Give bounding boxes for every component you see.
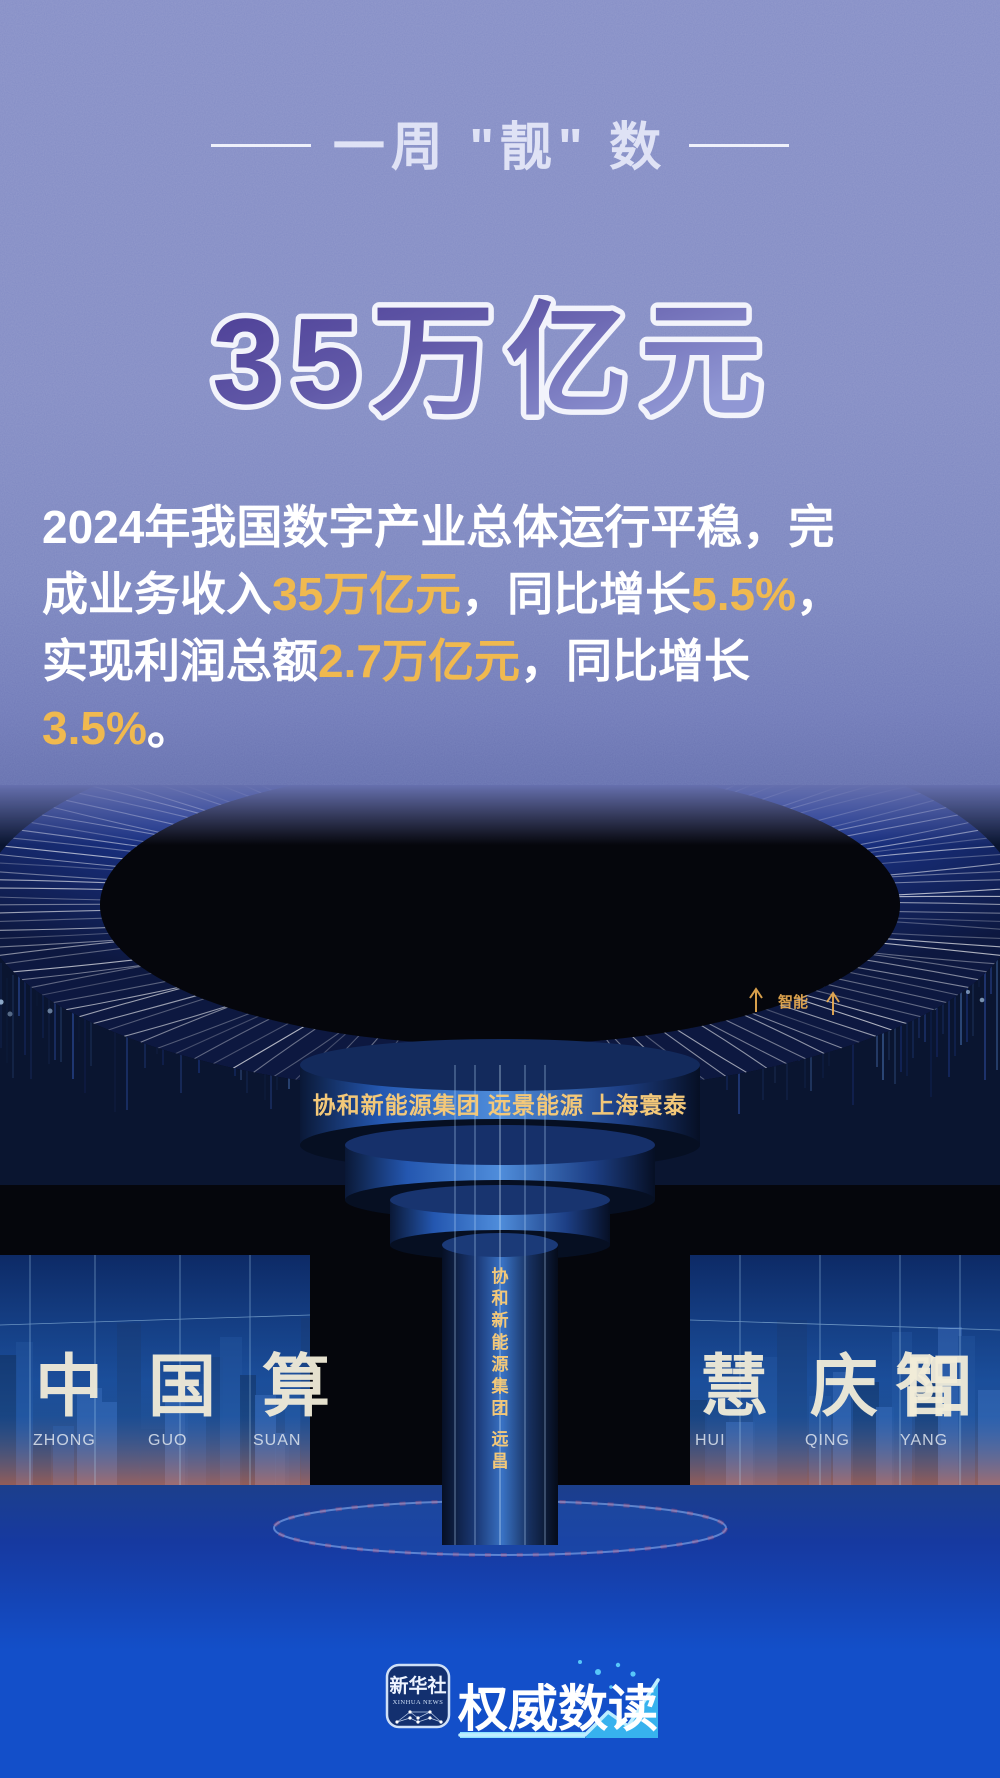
svg-text:XINHUA NEWS: XINHUA NEWS	[393, 1699, 444, 1706]
svg-text:能: 能	[492, 1332, 509, 1352]
svg-text:新华社: 新华社	[389, 1674, 446, 1697]
svg-text:远: 远	[492, 1430, 509, 1449]
svg-text:权威数读: 权威数读	[457, 1681, 658, 1737]
svg-text:源: 源	[492, 1354, 509, 1374]
svg-text:昌: 昌	[492, 1452, 509, 1471]
svg-text:新: 新	[492, 1310, 509, 1330]
svg-text:集: 集	[491, 1376, 510, 1396]
svg-text:35万亿元: 35万亿元	[212, 295, 774, 429]
svg-text:和: 和	[492, 1289, 509, 1308]
svg-text:团: 团	[492, 1399, 509, 1418]
svg-text:协: 协	[492, 1266, 509, 1286]
svg-text:协和新能源集团 远景能源 上海寰泰: 协和新能源集团 远景能源 上海寰泰	[313, 1092, 688, 1118]
